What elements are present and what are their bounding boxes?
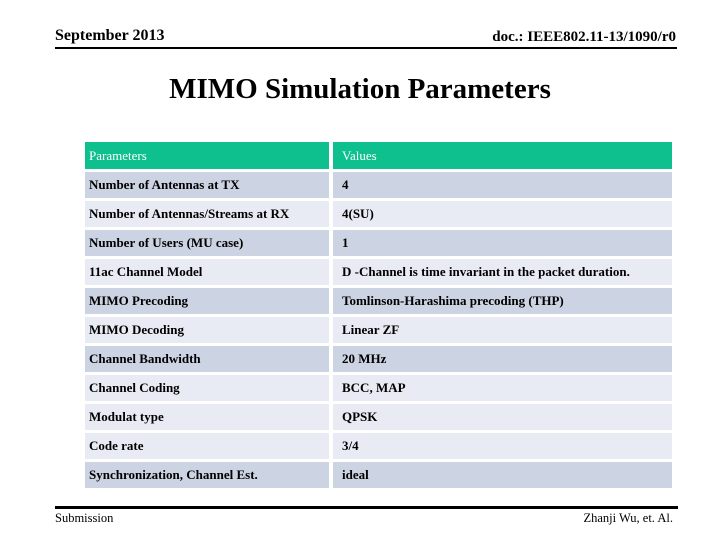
- parameter-cell: Number of Users (MU case): [85, 230, 329, 256]
- table-row: Modulat type QPSK: [85, 404, 672, 430]
- value-cell: 20 MHz: [333, 346, 672, 372]
- parameter-cell: 11ac Channel Model: [85, 259, 329, 285]
- table-body: Number of Antennas at TX 4 Number of Ant…: [85, 172, 672, 488]
- parameter-cell: Channel Coding: [85, 375, 329, 401]
- table-row: 11ac Channel Model D -Channel is time in…: [85, 259, 672, 285]
- parameter-cell: Code rate: [85, 433, 329, 459]
- table-row: Code rate 3/4: [85, 433, 672, 459]
- value-cell: 4(SU): [333, 201, 672, 227]
- value-cell: 1: [333, 230, 672, 256]
- header-date: September 2013: [55, 27, 165, 44]
- parameter-cell: Channel Bandwidth: [85, 346, 329, 372]
- table-row: Channel Coding BCC, MAP: [85, 375, 672, 401]
- footer-divider: [55, 506, 678, 509]
- value-cell: QPSK: [333, 404, 672, 430]
- parameter-cell: MIMO Decoding: [85, 317, 329, 343]
- table-header-row: Parameters Values: [85, 142, 672, 169]
- value-cell: BCC, MAP: [333, 375, 672, 401]
- value-cell: 3/4: [333, 433, 672, 459]
- value-cell: Linear ZF: [333, 317, 672, 343]
- parameter-cell: Number of Antennas/Streams at RX: [85, 201, 329, 227]
- parameter-cell: Synchronization, Channel Est.: [85, 462, 329, 488]
- parameter-cell: MIMO Precoding: [85, 288, 329, 314]
- value-cell: D -Channel is time invariant in the pack…: [333, 259, 672, 285]
- parameters-table: Parameters Values Number of Antennas at …: [85, 142, 672, 491]
- table-row: MIMO Precoding Tomlinson-Harashima preco…: [85, 288, 672, 314]
- value-cell: 4: [333, 172, 672, 198]
- footer-author: Zhanji Wu, et. Al.: [583, 511, 673, 525]
- footer-submission: Submission: [55, 511, 114, 525]
- header-doc-number: doc.: IEEE802.11-13/1090/r0: [492, 29, 676, 45]
- column-header-values: Values: [333, 142, 672, 169]
- table-row: MIMO Decoding Linear ZF: [85, 317, 672, 343]
- table-row: Number of Antennas at TX 4: [85, 172, 672, 198]
- column-header-parameters: Parameters: [85, 142, 329, 169]
- table-row: Number of Antennas/Streams at RX 4(SU): [85, 201, 672, 227]
- parameter-cell: Number of Antennas at TX: [85, 172, 329, 198]
- table-row: Channel Bandwidth 20 MHz: [85, 346, 672, 372]
- parameter-cell: Modulat type: [85, 404, 329, 430]
- header-divider: [55, 47, 677, 49]
- value-cell: Tomlinson-Harashima precoding (THP): [333, 288, 672, 314]
- value-cell: ideal: [333, 462, 672, 488]
- table-row: Number of Users (MU case) 1: [85, 230, 672, 256]
- table-row: Synchronization, Channel Est. ideal: [85, 462, 672, 488]
- page-title: MIMO Simulation Parameters: [169, 73, 551, 105]
